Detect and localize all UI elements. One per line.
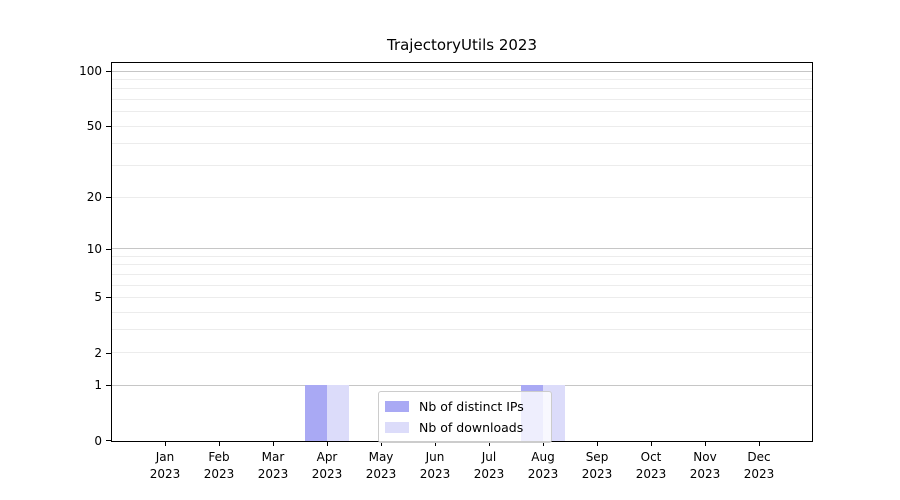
y-tick-mark [106, 385, 112, 387]
x-tick-mark [381, 441, 382, 446]
minor-gridline [112, 79, 812, 81]
minor-gridline [112, 125, 812, 127]
minor-gridline [112, 88, 812, 90]
y-tick-label: 100 [79, 64, 102, 79]
minor-gridline [112, 196, 812, 198]
minor-gridline [112, 143, 812, 144]
x-tick-label: Dec 2023 [743, 450, 775, 481]
x-tick-mark [327, 441, 328, 446]
minor-gridline [112, 352, 812, 354]
bars-layer [112, 63, 812, 441]
bar-downloads-apr [327, 385, 349, 441]
x-tick-mark [165, 441, 166, 446]
major-gridline [112, 248, 812, 250]
x-tick-label: Jun 2023 [419, 450, 451, 481]
minor-gridline [112, 273, 812, 275]
major-gridline [112, 70, 812, 72]
y-tick-label: 1 [94, 378, 102, 393]
legend-swatch-distinct-ips [385, 401, 409, 412]
x-tick-label: Sep 2023 [581, 450, 613, 481]
x-tick-mark [651, 441, 652, 446]
minor-gridline [112, 329, 812, 331]
y-tick-label: 50 [86, 119, 102, 134]
x-tick-label: Aug 2023 [527, 450, 559, 481]
x-tick-mark [543, 441, 544, 446]
chart-title: TrajectoryUtils 2023 [386, 36, 537, 54]
legend-row-downloads: Nb of downloads [385, 419, 551, 437]
minor-gridline [112, 111, 812, 113]
legend-label-distinct-ips: Nb of distinct IPs [419, 398, 524, 414]
y-tick-mark [106, 440, 112, 441]
x-tick-mark [705, 441, 706, 446]
x-tick-label: Oct 2023 [635, 450, 667, 481]
x-tick-label: Jul 2023 [473, 450, 505, 481]
legend-label-downloads: Nb of downloads [419, 419, 524, 435]
minor-gridline [112, 284, 812, 286]
bar-distinct-ips-apr [305, 385, 327, 441]
y-tick-mark [106, 297, 112, 299]
x-tick-label: Feb 2023 [203, 450, 235, 481]
x-tick-label: Nov 2023 [689, 450, 721, 481]
x-tick-mark [759, 441, 760, 446]
major-gridline [112, 384, 812, 386]
x-tick-mark [489, 441, 490, 446]
y-tick-mark [106, 248, 112, 250]
minor-gridline [112, 264, 812, 266]
x-tick-label: May 2023 [365, 450, 397, 481]
legend-row-distinct-ips: Nb of distinct IPs [385, 398, 551, 416]
y-tick-mark [106, 352, 112, 354]
y-tick-mark [106, 126, 112, 128]
x-tick-label: Mar 2023 [257, 450, 289, 481]
y-tick-label: 5 [94, 290, 102, 305]
legend-swatch-downloads [385, 422, 409, 433]
minor-gridline [112, 165, 812, 167]
x-tick-mark [435, 441, 436, 446]
x-tick-mark [273, 441, 274, 446]
plot-area: 0 1 2 5 10 20 50 100 Jan 2023 Feb 2023 Mar 2023 Apr… [79, 62, 813, 481]
gridlines-layer [112, 63, 812, 441]
y-tick-label: 20 [86, 190, 102, 205]
minor-gridline [112, 311, 812, 313]
y-tick-mark [106, 197, 112, 199]
x-tick-label: Jan 2023 [149, 450, 181, 481]
x-tick-label: Apr 2023 [311, 450, 343, 481]
minor-gridline [112, 256, 812, 258]
y-tick-label: 2 [94, 345, 102, 360]
y-tick-label: 0 [94, 434, 102, 448]
minor-gridline [112, 296, 812, 298]
y-tick-mark [106, 71, 112, 73]
x-tick-mark [597, 441, 598, 446]
legend: Nb of distinct IPs Nb of downloads [378, 391, 552, 443]
minor-gridline [112, 99, 812, 101]
x-tick-mark [219, 441, 220, 446]
y-tick-label: 10 [86, 241, 102, 256]
